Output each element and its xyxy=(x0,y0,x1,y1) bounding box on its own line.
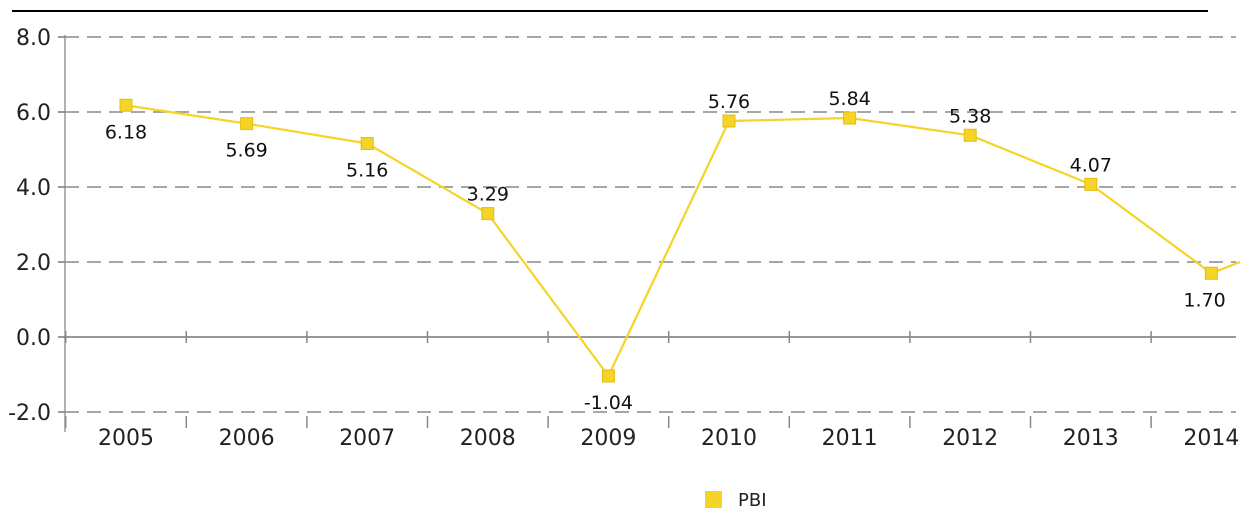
y-tick-label: 0.0 xyxy=(16,326,51,351)
series-pbi xyxy=(119,98,1241,383)
data-point xyxy=(119,98,133,112)
y-tick-label: -2.0 xyxy=(8,401,51,426)
x-axis-ticks: 2005 2006 2007 2008 2009 2010 2011 2012 2013 2014 xyxy=(64,331,1239,451)
y-axis-ticks: 8.0 6.0 4.0 2.0 0.0 -2.0 xyxy=(8,26,65,426)
data-label: 6.18 xyxy=(105,121,147,143)
y-tick-label: 8.0 xyxy=(16,26,51,51)
data-labels: 6.18 5.69 5.16 3.29 -1.04 5.76 5.84 5.38 4.07 1.7… xyxy=(105,88,1226,414)
grid-lines xyxy=(65,36,1236,413)
series-line xyxy=(125,104,1241,378)
data-label: 3.29 xyxy=(467,184,509,206)
x-tick-label: 2012 xyxy=(942,426,998,451)
x-tick-label: 2007 xyxy=(339,426,395,451)
data-label: 5.84 xyxy=(828,88,870,110)
x-tick-label: 2009 xyxy=(580,426,636,451)
data-label: 5.16 xyxy=(346,160,388,182)
y-tick-label: 4.0 xyxy=(16,176,51,201)
x-tick-label: 2005 xyxy=(98,426,154,451)
legend-swatch xyxy=(705,491,722,508)
data-label: 5.38 xyxy=(949,105,991,127)
x-tick-label: 2013 xyxy=(1063,426,1119,451)
x-tick-label: 2006 xyxy=(219,426,275,451)
data-label: -1.04 xyxy=(584,392,633,414)
data-point xyxy=(843,111,857,125)
x-tick-label: 2014 xyxy=(1183,426,1239,451)
data-label: 4.07 xyxy=(1070,154,1112,176)
data-label: 5.69 xyxy=(225,140,267,162)
data-point xyxy=(1204,266,1218,280)
x-tick-label: 2010 xyxy=(701,426,757,451)
data-point xyxy=(481,207,495,221)
y-tick-label: 6.0 xyxy=(16,101,51,126)
legend: PBI xyxy=(705,490,767,511)
data-point xyxy=(360,137,374,150)
x-tick-label: 2011 xyxy=(822,426,878,451)
x-tick-label: 2008 xyxy=(460,426,516,451)
data-point xyxy=(1084,177,1098,191)
data-point xyxy=(601,369,615,383)
data-label: 1.70 xyxy=(1183,289,1225,311)
data-point xyxy=(963,128,977,142)
y-tick-label: 2.0 xyxy=(16,251,51,276)
legend-label: PBI xyxy=(738,490,767,511)
data-label: 5.76 xyxy=(708,91,750,113)
axes xyxy=(64,35,1236,432)
data-point xyxy=(722,114,736,128)
data-point xyxy=(240,117,254,131)
